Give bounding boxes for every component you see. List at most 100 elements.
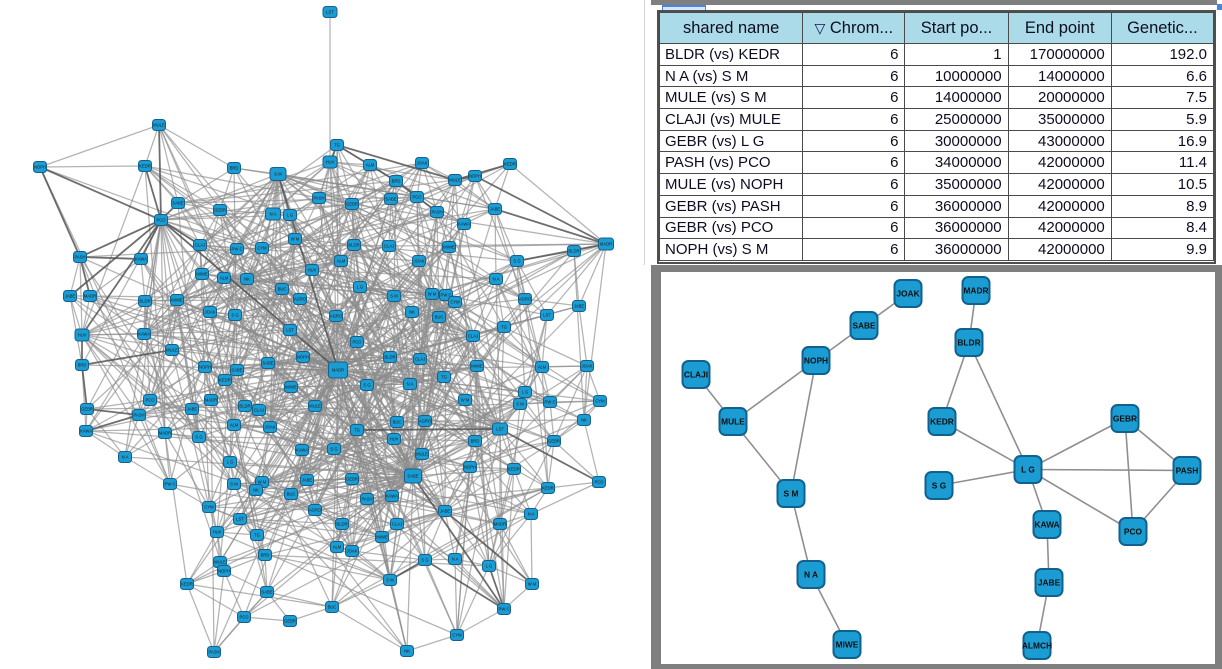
svg-text:MADR: MADR (600, 242, 612, 247)
svg-text:MADR: MADR (205, 398, 217, 403)
svg-text:S G: S G (932, 480, 946, 490)
svg-text:HUV: HUV (326, 160, 335, 165)
svg-text:CLAJI: CLAJI (684, 369, 708, 379)
svg-text:N A: N A (493, 277, 500, 282)
svg-text:PASH: PASH (133, 413, 144, 418)
svg-text:CLAJ: CLAJ (384, 244, 394, 249)
svg-text:NOPH: NOPH (218, 569, 230, 574)
svg-text:GEBR: GEBR (346, 477, 358, 482)
svg-text:PW C: PW C (165, 482, 176, 487)
svg-text:GEBR: GEBR (214, 208, 226, 213)
svg-text:S G: S G (195, 435, 202, 440)
svg-text:ALM: ALM (337, 259, 346, 264)
svg-text:JABE: JABE (302, 478, 313, 483)
svg-text:S G: S G (231, 313, 238, 318)
svg-text:MULE: MULE (309, 404, 321, 409)
svg-text:NK: NK (244, 277, 250, 282)
svg-text:L G: L G (287, 213, 294, 218)
svg-text:TG: TG (254, 533, 260, 538)
svg-text:L G: L G (357, 285, 364, 290)
svg-text:GEBR: GEBR (1113, 413, 1137, 423)
svg-text:W M: W M (291, 237, 300, 242)
svg-text:N A: N A (804, 569, 818, 579)
svg-text:PASH: PASH (361, 497, 372, 502)
svg-text:CLAJ: CLAJ (392, 522, 402, 527)
svg-text:KEDR: KEDR (219, 378, 231, 383)
svg-text:JABE: JABE (65, 294, 76, 299)
svg-text:S M: S M (274, 172, 282, 177)
svg-text:AGRO: AGRO (294, 297, 307, 302)
svg-text:BRD: BRD (471, 439, 480, 444)
svg-text:HUV: HUV (213, 530, 222, 535)
svg-text:BUC: BUC (328, 605, 337, 610)
svg-text:NOPH: NOPH (464, 465, 476, 470)
svg-text:MULE: MULE (153, 123, 165, 128)
svg-text:L G: L G (486, 564, 493, 569)
svg-text:NOPH: NOPH (804, 355, 828, 365)
svg-text:CYM: CYM (257, 246, 267, 251)
svg-text:PCO: PCO (1124, 526, 1143, 536)
svg-text:MULE: MULE (449, 178, 461, 183)
svg-text:NOPH: NOPH (34, 165, 46, 170)
svg-text:SABE: SABE (231, 368, 242, 373)
svg-text:NK: NK (409, 310, 415, 315)
svg-text:N A: N A (452, 557, 459, 562)
svg-text:NK: NK (404, 649, 410, 654)
svg-text:MULE: MULE (721, 416, 745, 426)
svg-text:MIWE: MIWE (836, 639, 859, 649)
svg-text:MADR: MADR (84, 294, 96, 299)
svg-text:AGRO: AGRO (330, 314, 343, 319)
svg-text:PCO: PCO (594, 480, 604, 485)
svg-text:CLAJ: CLAJ (254, 408, 264, 413)
svg-text:CYM: CYM (204, 505, 214, 510)
svg-text:MIWE: MIWE (443, 245, 455, 250)
svg-text:KAWA: KAWA (458, 222, 470, 227)
svg-text:S G: S G (513, 259, 520, 264)
svg-text:MIWE: MIWE (376, 535, 388, 540)
svg-text:LST: LST (236, 517, 244, 522)
svg-text:TG: TG (334, 143, 340, 148)
svg-text:HUV: HUV (390, 437, 399, 442)
svg-text:JOAK: JOAK (896, 288, 919, 298)
svg-text:TG: TG (441, 375, 447, 380)
svg-text:ALMCH: ALMCH (1022, 640, 1052, 650)
svg-text:ALM: ALM (220, 276, 229, 281)
svg-text:MADR: MADR (159, 431, 171, 436)
svg-text:ALM: ALM (230, 423, 239, 428)
svg-text:PW C: PW C (545, 400, 556, 405)
svg-text:KEDR: KEDR (181, 582, 193, 587)
svg-text:MULE: MULE (166, 348, 178, 353)
svg-text:BLDR: BLDR (239, 404, 250, 409)
svg-text:BRD: BRD (392, 179, 401, 184)
svg-text:PASH: PASH (74, 255, 85, 260)
svg-text:N A: N A (122, 455, 129, 460)
svg-text:HUV: HUV (308, 268, 317, 273)
svg-text:BUC: BUC (435, 315, 444, 320)
svg-text:KAWA: KAWA (80, 429, 92, 434)
svg-text:NK: NK (253, 488, 259, 493)
svg-text:NOPH: NOPH (199, 365, 211, 370)
svg-text:JOAK: JOAK (205, 310, 216, 315)
svg-text:S M: S M (784, 488, 799, 498)
svg-text:JABE: JABE (187, 407, 198, 412)
svg-text:JABE: JABE (1038, 577, 1061, 587)
svg-text:BRD: BRD (78, 363, 87, 368)
svg-text:AGRO: AGRO (309, 508, 322, 513)
svg-text:LST: LST (496, 427, 504, 432)
svg-text:LST: LST (286, 328, 294, 333)
svg-text:MIWE: MIWE (471, 364, 483, 369)
svg-text:S G: S G (421, 558, 428, 563)
svg-text:SABE: SABE (852, 320, 876, 330)
svg-text:SABE: SABE (407, 474, 418, 479)
svg-text:MIWE: MIWE (171, 298, 183, 303)
svg-text:MIWE: MIWE (285, 385, 297, 390)
svg-text:KEDR: KEDR (504, 162, 516, 167)
svg-text:BUC: BUC (393, 420, 402, 425)
svg-text:BLDR: BLDR (957, 337, 980, 347)
svg-text:GEBR: GEBR (284, 619, 296, 624)
svg-text:TG: TG (501, 325, 507, 330)
svg-text:JOAK: JOAK (417, 161, 428, 166)
svg-text:PW C: PW C (499, 607, 510, 612)
svg-text:MADR: MADR (332, 368, 344, 373)
svg-text:PCO: PCO (412, 195, 422, 200)
